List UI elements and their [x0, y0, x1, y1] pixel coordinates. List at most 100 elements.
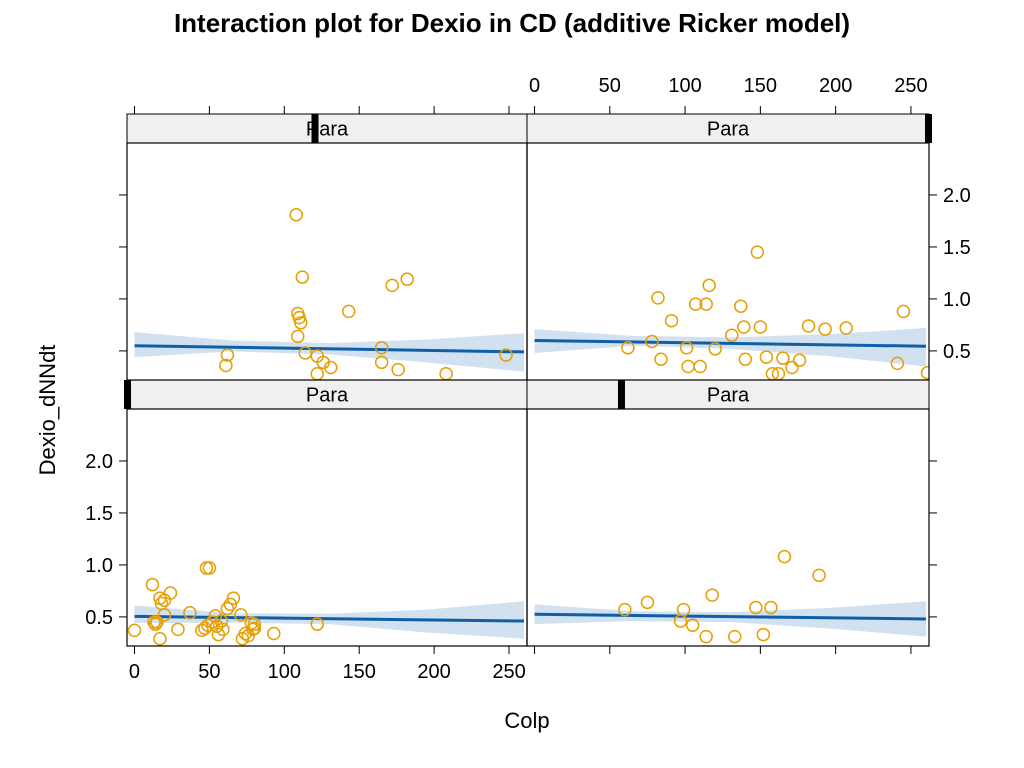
- data-point: [702, 278, 716, 293]
- chart-title: Interaction plot for Dexio in CD (additi…: [173, 8, 851, 38]
- data-point: [202, 561, 217, 575]
- data-point: [219, 358, 233, 373]
- x-tick-label: 200: [819, 75, 852, 97]
- data-point: [323, 360, 338, 375]
- x-tick-label: 0: [529, 75, 540, 97]
- strip-marker-top-right: [925, 114, 932, 143]
- data-point: [750, 245, 765, 259]
- data-point: [220, 348, 235, 362]
- data-point: [439, 367, 453, 380]
- y-tick-label: 2.0: [943, 185, 971, 207]
- data-point: [289, 207, 304, 222]
- x-tick-label: 250: [492, 661, 525, 683]
- data-point: [753, 320, 768, 334]
- strip-marker-bottom-left: [124, 380, 131, 409]
- data-point: [374, 341, 389, 355]
- data-point: [839, 321, 853, 335]
- confidence-band-bottom-right: [534, 601, 926, 637]
- data-point: [734, 299, 748, 313]
- x-tick-label: 50: [599, 75, 621, 97]
- data-point: [153, 631, 167, 646]
- data-point: [226, 591, 241, 605]
- fit-line-top-right: [534, 339, 927, 348]
- data-point: [664, 314, 679, 328]
- data-point: [291, 329, 305, 344]
- data-point: [400, 272, 414, 286]
- data-point: [374, 355, 389, 370]
- panel-border-top-right: [526, 142, 930, 381]
- strip-label-top-left: Para: [306, 119, 349, 141]
- data-point: [247, 621, 262, 636]
- data-point: [183, 605, 197, 620]
- data-point: [759, 350, 774, 364]
- data-point: [896, 304, 911, 319]
- data-point: [223, 597, 238, 612]
- data-point: [171, 622, 185, 637]
- data-point: [681, 359, 695, 374]
- data-point: [148, 617, 163, 631]
- data-point: [211, 627, 226, 642]
- data-point: [145, 577, 160, 592]
- y-tick-label: 0.5: [943, 341, 971, 363]
- data-point: [645, 334, 659, 349]
- fit-line-bottom-right: [534, 612, 927, 621]
- data-point: [220, 601, 235, 616]
- data-point: [738, 352, 753, 366]
- data-point: [310, 367, 325, 380]
- y-tick-label: 1.0: [85, 555, 113, 577]
- strip-marker-top-left: [311, 114, 319, 143]
- strip-label-bottom-right: Para: [707, 385, 750, 407]
- x-axis-label: Colp: [504, 708, 550, 733]
- fit-line-top-left: [134, 344, 525, 354]
- x-tick-label: 250: [894, 75, 927, 97]
- data-point: [214, 614, 229, 628]
- panel-border-bottom-right: [526, 408, 930, 647]
- data-point: [499, 348, 513, 362]
- x-tick-label: 150: [343, 661, 376, 683]
- data-point: [725, 328, 739, 343]
- data-point: [688, 297, 703, 311]
- data-point: [785, 360, 799, 375]
- data-point: [295, 270, 310, 284]
- y-tick-label: 2.0: [85, 451, 113, 473]
- data-point: [699, 297, 713, 311]
- data-point: [699, 629, 713, 644]
- data-point: [801, 319, 816, 333]
- data-point: [157, 608, 172, 622]
- strip-label-bottom-left: Para: [306, 385, 349, 407]
- strip-bottom-right: [526, 379, 930, 410]
- x-tick-label: 50: [198, 661, 220, 683]
- data-point: [749, 600, 763, 615]
- data-point: [693, 359, 707, 374]
- data-point: [654, 352, 668, 366]
- x-tick-label: 150: [744, 75, 777, 97]
- data-point: [621, 341, 635, 355]
- data-point: [777, 549, 792, 564]
- data-point: [676, 602, 691, 617]
- data-point: [651, 291, 665, 305]
- y-tick-label: 1.5: [943, 237, 971, 259]
- fit-line-bottom-left: [134, 614, 525, 623]
- data-point: [150, 615, 164, 629]
- data-point: [618, 602, 632, 617]
- x-tick-label: 200: [417, 661, 450, 683]
- data-point: [310, 617, 325, 631]
- strip-top-right: [526, 113, 930, 144]
- x-tick-label: 100: [668, 75, 701, 97]
- data-point: [247, 617, 262, 631]
- data-point: [764, 600, 778, 615]
- data-point: [679, 341, 694, 355]
- data-point: [216, 622, 230, 637]
- data-point: [234, 608, 248, 622]
- confidence-band-top-left: [134, 332, 525, 372]
- data-point: [292, 310, 307, 325]
- data-point: [792, 353, 807, 367]
- data-point: [198, 621, 212, 636]
- x-tick-label: 0: [129, 661, 140, 683]
- data-point: [205, 615, 220, 629]
- data-point: [127, 623, 142, 638]
- data-point: [705, 588, 719, 602]
- data-point: [294, 316, 308, 330]
- data-point: [890, 356, 905, 371]
